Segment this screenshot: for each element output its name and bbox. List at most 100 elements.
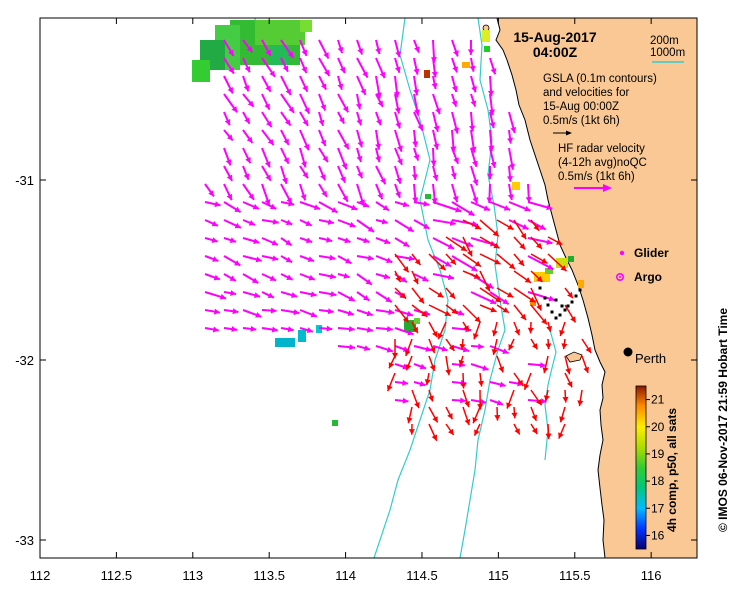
gsla-legend-line2: and velocities for — [543, 87, 629, 99]
red-vector — [511, 406, 518, 419]
hf-radar-vector — [242, 183, 255, 201]
red-vector — [513, 219, 527, 240]
red-vector — [445, 236, 468, 252]
glider-point — [550, 310, 554, 314]
red-vector — [445, 406, 454, 420]
red-vector — [479, 287, 502, 303]
red-vector — [559, 321, 566, 337]
x-tick-label: 115 — [488, 568, 509, 583]
red-vector — [445, 338, 455, 352]
hf-radar-vector — [280, 291, 298, 298]
red-vector — [437, 321, 447, 340]
hf-radar-vector — [527, 362, 546, 369]
hf-radar-vector — [470, 183, 479, 204]
hf-radar-vector — [204, 326, 219, 333]
colorbar-title: 4h comp, p50, all sats — [665, 408, 679, 532]
hf-radar-vector — [432, 111, 440, 133]
red-vector — [462, 253, 482, 268]
red-vector — [513, 287, 536, 304]
hf-radar-vector — [280, 147, 290, 165]
red-vector — [445, 253, 457, 266]
red-vector — [411, 270, 419, 285]
hf-radar-vector — [507, 183, 514, 201]
hf-radar-vector — [527, 255, 554, 271]
hf-radar-vector — [432, 129, 440, 150]
red-vector — [428, 253, 447, 271]
red-vector — [491, 338, 498, 356]
red-vector — [459, 338, 466, 350]
red-vector — [391, 338, 398, 359]
hf-radar-vector — [242, 111, 251, 125]
hf-radar-vector — [280, 219, 293, 226]
hf-radar-vector — [375, 57, 386, 79]
red-vector — [562, 389, 569, 403]
hf-radar-vector — [394, 255, 415, 262]
hf-radar-vector — [432, 165, 439, 181]
red-vector — [462, 219, 482, 230]
hf-radar-vector — [242, 219, 256, 226]
glider-point — [538, 286, 542, 290]
gsla-legend-line1: GSLA (0.1m contours) — [543, 73, 657, 85]
hf-radar-vector — [223, 39, 235, 57]
hf-radar-vector — [394, 111, 402, 129]
hf-radar-vector — [318, 93, 327, 111]
red-vector — [496, 287, 514, 298]
hf-radar-vector — [469, 111, 476, 132]
hf-radar-vector — [261, 291, 275, 299]
hf-radar-vector — [337, 272, 350, 279]
red-vector — [411, 389, 420, 409]
hf-radar-vector — [527, 201, 553, 211]
hf-radar-vector — [299, 201, 321, 211]
hf-radar-vector — [318, 236, 333, 243]
colorbar-tick-label: 19 — [651, 447, 665, 461]
colorbar-tick-label: 18 — [651, 474, 665, 488]
hf-radar-vector — [375, 111, 382, 126]
hf-radar-vector — [411, 165, 418, 181]
red-vector — [394, 304, 410, 323]
hf-radar-vector — [261, 111, 273, 128]
hf-radar-vector — [413, 39, 420, 53]
hf-radar-vector — [318, 57, 331, 77]
hf-radar-vector — [318, 201, 339, 214]
red-vector — [473, 423, 481, 436]
hf-radar-vector — [413, 111, 424, 132]
red-vector — [547, 236, 563, 246]
red-vector — [428, 321, 438, 338]
hf-radar-vector — [223, 273, 237, 282]
hf-radar-vector — [299, 255, 315, 262]
hf-radar-vector — [356, 237, 370, 244]
hf-radar-vector — [394, 57, 401, 74]
hf-legend-line1: HF radar velocity — [558, 143, 645, 155]
island — [565, 351, 583, 363]
gsla-legend-scale: 0.5m/s (1kt 6h) — [543, 115, 620, 127]
gsla-legend-arrow — [553, 130, 572, 136]
hf-radar-vector — [451, 147, 460, 165]
glider-point — [566, 304, 570, 308]
red-vector — [404, 338, 413, 357]
red-vector — [581, 355, 590, 374]
red-vector — [445, 287, 456, 300]
hf-radar-vector — [355, 93, 362, 110]
hf-radar-vector — [280, 75, 292, 96]
hf-radar-vector — [280, 111, 292, 127]
red-vector — [523, 372, 532, 391]
hf-legend-arrow — [574, 184, 612, 192]
land-mass — [495, 18, 697, 558]
hf-radar-vector — [432, 255, 452, 268]
hf-radar-vector — [432, 219, 456, 226]
red-vector — [545, 338, 552, 350]
hf-radar-vector — [432, 93, 441, 115]
hf-radar-vector — [470, 291, 497, 305]
hf-radar-vector — [470, 147, 478, 168]
red-vector — [496, 219, 514, 231]
hf-radar-vector — [223, 111, 231, 126]
hf-radar-vector — [506, 165, 513, 182]
hf-radar-vector — [337, 237, 351, 244]
red-vector — [462, 270, 481, 279]
colorbar-ticks: 21 20 19 18 17 16 — [646, 393, 665, 542]
glider-point — [574, 294, 578, 298]
hf-radar-vector — [299, 309, 318, 318]
red-vector — [558, 423, 566, 439]
hf-radar-vector — [299, 273, 316, 281]
red-vector — [462, 236, 473, 257]
